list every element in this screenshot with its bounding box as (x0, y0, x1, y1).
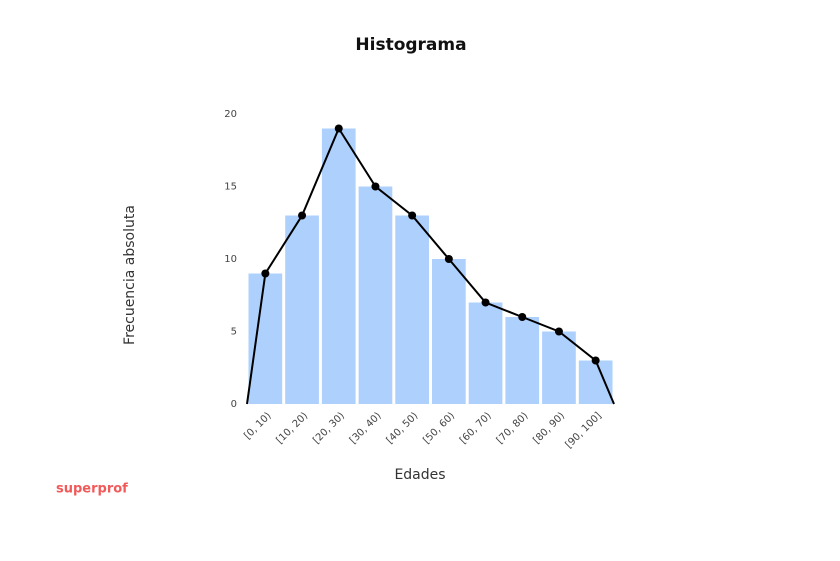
polygon-point (261, 269, 270, 278)
bar (578, 360, 613, 404)
bar (248, 273, 283, 404)
polygon-point (481, 298, 490, 307)
bar (358, 186, 393, 404)
polygon-point (298, 211, 307, 220)
bar (505, 317, 540, 404)
polygon-point (444, 255, 453, 263)
polygon-point (334, 124, 343, 133)
y-tick-label: 15 (224, 182, 237, 193)
bar (321, 128, 356, 404)
chart-title: Histograma (355, 35, 466, 55)
frequency-polygon (246, 126, 615, 405)
y-tick-label: 20 (224, 109, 237, 120)
x-tick-label: [60, 70) (458, 410, 494, 446)
polygon-point (371, 182, 380, 191)
bar (395, 215, 429, 404)
brand-logo: superprof (56, 482, 128, 497)
x-tick-label: [20, 30) (311, 410, 347, 446)
bar (432, 259, 466, 404)
y-axis-label: Frecuencia absoluta (122, 205, 138, 345)
x-tick-label: [80, 90) (531, 410, 567, 446)
y-tick-label: 0 (231, 399, 237, 410)
x-tick-label: [30, 40) (348, 410, 384, 446)
polygon-point (554, 327, 563, 336)
bar (542, 331, 576, 404)
x-tick-label: [50, 60) (421, 410, 457, 446)
y-tick-label: 10 (224, 254, 237, 265)
polygon-point (591, 356, 600, 365)
x-tick-label: [90, 100] (564, 410, 604, 450)
x-tick-label: [70, 80) (495, 410, 531, 446)
bar (468, 302, 503, 404)
x-tick-label: [10, 20) (275, 410, 311, 446)
polygon-point (518, 313, 527, 321)
polygon-point (408, 211, 417, 220)
x-axis-label: Edades (394, 467, 445, 483)
x-tick-label: [0, 10) (242, 410, 273, 441)
x-tick-label: [40, 50) (385, 410, 421, 446)
y-tick-label: 5 (231, 327, 237, 338)
bar (285, 215, 319, 404)
